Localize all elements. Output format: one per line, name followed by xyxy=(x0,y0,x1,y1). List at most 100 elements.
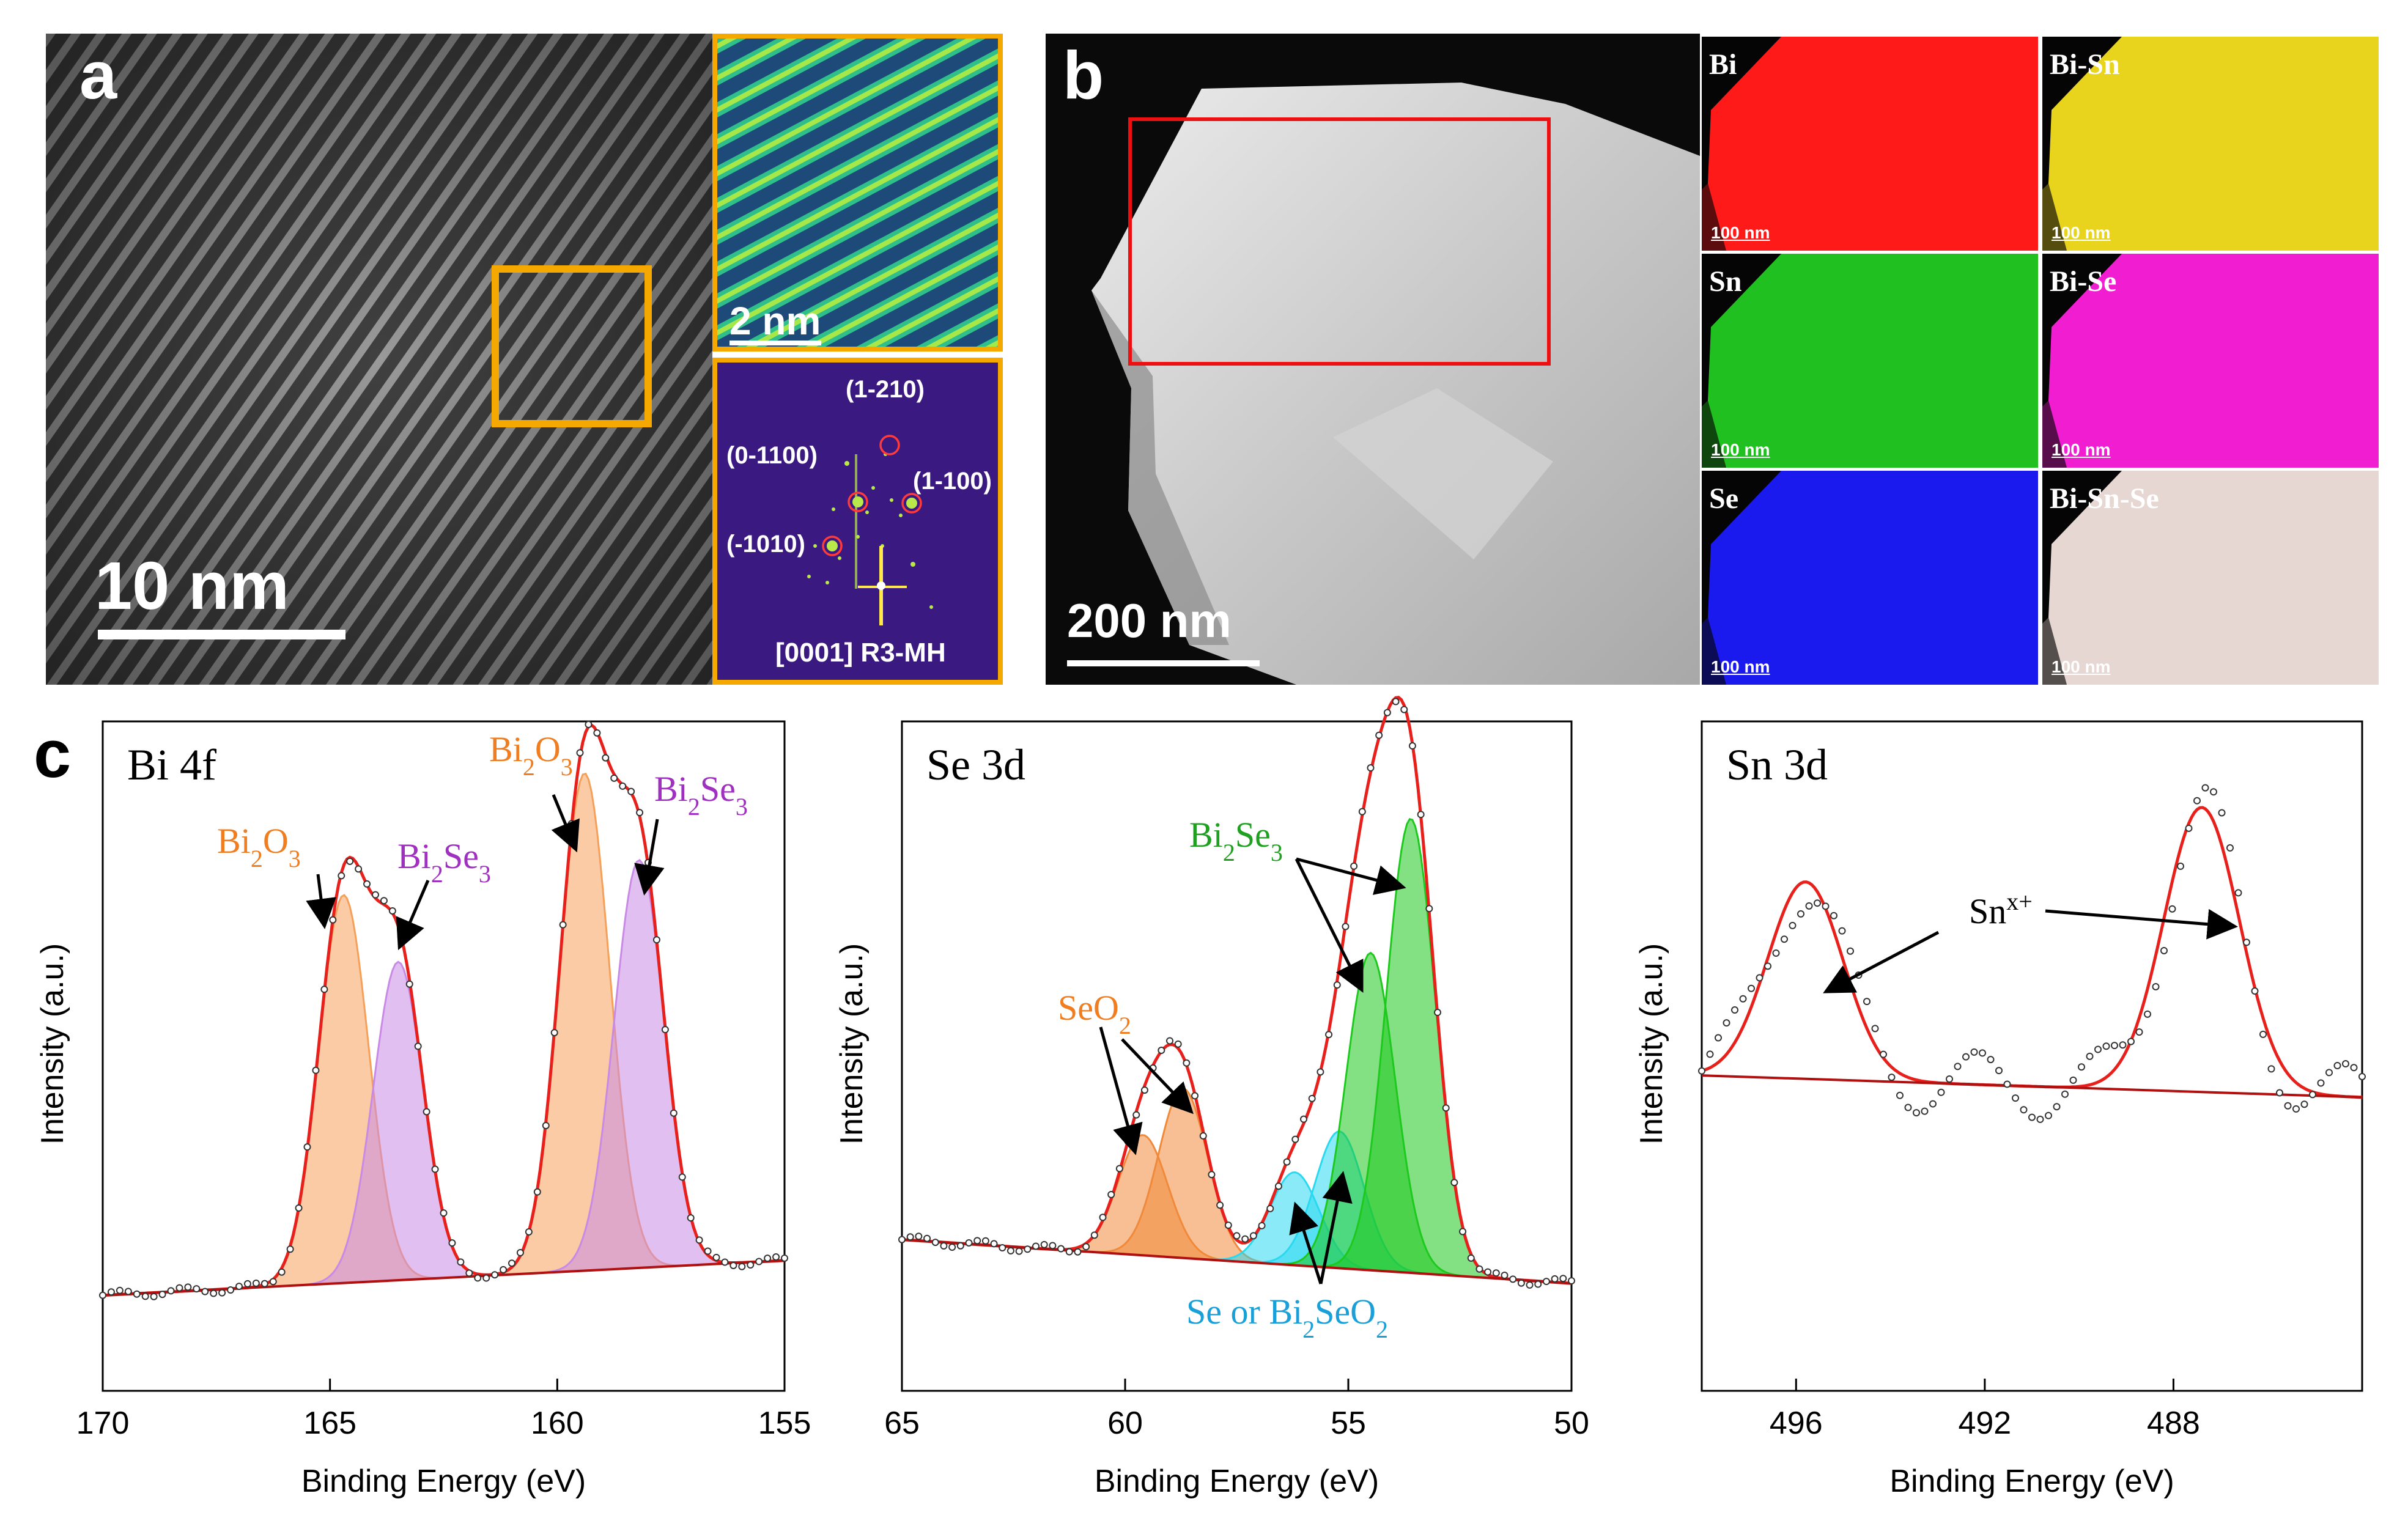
x-axis-label: Binding Energy (eV) xyxy=(301,1464,586,1499)
data-point xyxy=(2061,1090,2069,1098)
data-point xyxy=(721,1258,729,1266)
data-point xyxy=(1024,1245,1032,1253)
eds-map-fill xyxy=(1702,37,2038,251)
data-point xyxy=(457,1258,465,1266)
y-axis-label: Intensity (a.u.) xyxy=(834,943,870,1144)
data-point xyxy=(1317,1068,1324,1076)
data-point xyxy=(1249,1232,1257,1240)
data-point xyxy=(201,1288,209,1295)
fft-index-0-1100: (0-1100) xyxy=(726,442,818,469)
data-point xyxy=(1987,1056,1995,1064)
data-point xyxy=(542,1122,550,1130)
data-point xyxy=(338,872,345,880)
data-point xyxy=(973,1237,981,1245)
data-point xyxy=(2111,1042,2118,1050)
data-point xyxy=(602,754,610,762)
data-point xyxy=(764,1255,772,1262)
data-point xyxy=(1781,935,1788,943)
data-point xyxy=(1979,1049,1986,1057)
data-point xyxy=(1739,995,1747,1003)
x-tick-label: 50 xyxy=(1554,1406,1589,1441)
eds-map-bi: Bi 100 nm xyxy=(1702,37,2038,251)
eds-map-bi-sn-se: Bi-Sn-Se 100 nm xyxy=(2042,471,2379,685)
data-point xyxy=(1392,698,1400,706)
peak-bi2o3-4f5-2 xyxy=(102,894,785,1297)
data-point xyxy=(1937,1088,1945,1096)
data-point xyxy=(1040,1240,1048,1248)
x-tick-label: 155 xyxy=(758,1406,811,1441)
zone-axis-label: [0001] R3-MH xyxy=(775,638,946,668)
eds-map-scale-label: 100 nm xyxy=(1711,440,1770,459)
inset-scale-label: 2 nm xyxy=(729,299,821,343)
chart-frame-0 xyxy=(102,720,786,1392)
data-point xyxy=(1847,947,1854,955)
data-point xyxy=(227,1286,235,1294)
eds-map-scale-label: 100 nm xyxy=(2052,440,2111,459)
data-point xyxy=(738,1262,746,1270)
data-point xyxy=(1962,1053,1970,1061)
panel-a-inset-fft: (1-210) (0-1100) (1-100) (-1010) [0001] … xyxy=(712,358,1003,685)
data-point xyxy=(2309,1091,2316,1099)
eds-map-fill xyxy=(1702,471,2038,685)
data-point xyxy=(1417,811,1425,819)
data-point xyxy=(440,1209,448,1217)
data-point xyxy=(372,891,379,899)
data-point xyxy=(712,1253,720,1261)
data-point xyxy=(1748,984,1755,992)
data-point xyxy=(559,921,567,929)
x-tick-label: 65 xyxy=(884,1406,920,1441)
data-point xyxy=(2102,1042,2110,1050)
data-point xyxy=(948,1243,956,1251)
data-point xyxy=(2325,1069,2333,1077)
data-point xyxy=(1509,1275,1517,1283)
data-point xyxy=(1954,1063,1962,1070)
data-point xyxy=(1233,1232,1241,1240)
data-point xyxy=(388,907,396,915)
data-point xyxy=(550,1029,558,1037)
data-point xyxy=(2226,844,2234,852)
data-point xyxy=(2028,1113,2036,1121)
data-point xyxy=(644,858,652,866)
data-point xyxy=(363,880,371,888)
data-point xyxy=(1450,1179,1458,1187)
data-point xyxy=(781,1254,788,1262)
data-point xyxy=(2300,1100,2308,1108)
data-point xyxy=(1006,1247,1014,1255)
data-point xyxy=(1475,1265,1483,1273)
data-point xyxy=(1442,1104,1450,1112)
data-point xyxy=(1888,1074,1896,1081)
data-point xyxy=(2284,1102,2292,1110)
data-point xyxy=(2292,1105,2300,1113)
data-point xyxy=(210,1289,218,1297)
data-point xyxy=(1107,1190,1115,1198)
peak-bi2o3-4f7-2 xyxy=(102,772,785,1297)
data-point xyxy=(252,1280,260,1288)
data-point xyxy=(158,1291,166,1299)
data-point xyxy=(423,1108,430,1116)
data-point xyxy=(474,1274,482,1282)
data-point xyxy=(1492,1269,1500,1277)
annotation-arrow-9 xyxy=(1319,1171,1353,1284)
chart-title-1: Se 3d xyxy=(926,740,1025,789)
data-point xyxy=(1863,998,1871,1006)
data-point xyxy=(465,1269,473,1277)
panel-a-scale-bar xyxy=(98,630,345,639)
data-point xyxy=(1822,902,1830,910)
data-point xyxy=(1559,1275,1567,1283)
data-point xyxy=(1149,1064,1157,1072)
data-point xyxy=(999,1243,1006,1251)
eds-map-element-label: Bi-Se xyxy=(2050,265,2117,298)
fft-index--1010: (-1010) xyxy=(726,531,805,558)
data-point xyxy=(243,1280,251,1288)
data-point xyxy=(1756,974,1764,982)
data-point xyxy=(1224,1221,1232,1229)
data-point xyxy=(286,1245,294,1253)
data-point xyxy=(1216,1201,1224,1209)
peak-annotation-1-2: Se or Bi2SeO2 xyxy=(1186,1292,1388,1343)
data-point xyxy=(931,1239,939,1247)
data-point xyxy=(1896,1091,1904,1099)
data-point xyxy=(312,1066,320,1074)
background-line-2 xyxy=(1701,1074,2363,1099)
annotation-arrow-3 xyxy=(634,819,665,896)
data-point xyxy=(1698,1067,1705,1075)
